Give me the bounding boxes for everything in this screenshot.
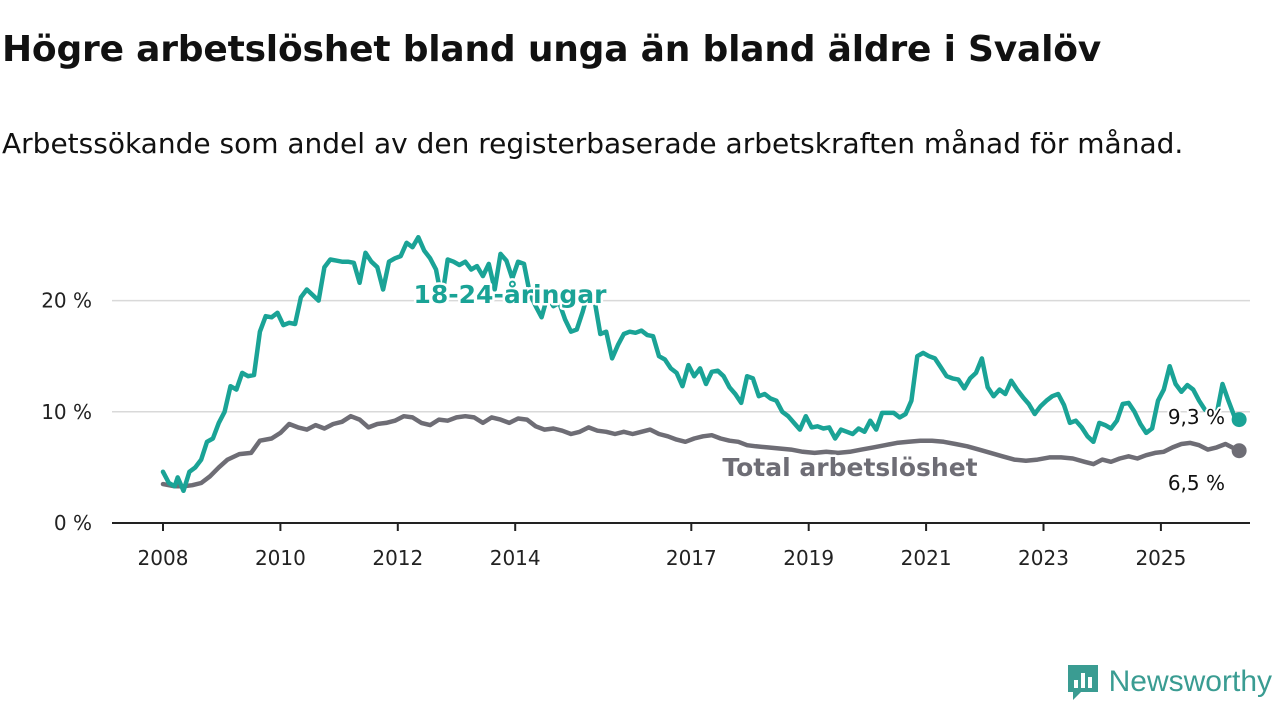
chart-title: Högre arbetslöshet bland unga än bland ä… — [2, 29, 1102, 70]
y-axis: 0 % 10 % 20 % — [41, 289, 92, 535]
chart-subtitle: Arbetssökande som andel av den registerb… — [2, 127, 1184, 160]
end-point-total — [1231, 443, 1247, 459]
x-tick-label: 2010 — [255, 546, 306, 570]
x-tick-label: 2014 — [490, 546, 541, 570]
y-tick-label: 10 % — [41, 400, 92, 424]
end-value-label-total: 6,5 % — [1168, 471, 1225, 495]
end-point-youth — [1231, 412, 1247, 428]
x-tick-label: 2017 — [666, 546, 717, 570]
x-tick-label: 2021 — [901, 546, 952, 570]
brand: Newsworthy — [1065, 662, 1272, 702]
x-tick-label: 2023 — [1018, 546, 1069, 570]
series-line-total — [160, 413, 1243, 489]
gridlines — [112, 299, 1250, 413]
x-tick-label: 2012 — [372, 546, 423, 570]
y-tick-label: 0 % — [54, 511, 92, 535]
series-line-youth — [160, 234, 1243, 494]
brand-name: Newsworthy — [1108, 665, 1272, 698]
end-value-label-youth: 9,3 % — [1168, 405, 1225, 429]
series-lines — [160, 234, 1247, 494]
x-tick-label: 2019 — [783, 546, 834, 570]
x-tick-label: 2008 — [138, 546, 189, 570]
series-label-total: Total arbetslöshet — [722, 453, 977, 482]
series-labels: 18-24-åringar Total arbetslöshet 9,3 % 6… — [411, 278, 1227, 498]
newsworthy-logo-icon — [1067, 665, 1098, 700]
series-label-youth: 18-24-åringar — [414, 280, 608, 309]
x-axis: 2008 2010 2012 2014 2017 2019 2021 2023 2025 — [112, 522, 1250, 570]
y-tick-label: 20 % — [41, 289, 92, 313]
x-tick-label: 2025 — [1135, 546, 1186, 570]
